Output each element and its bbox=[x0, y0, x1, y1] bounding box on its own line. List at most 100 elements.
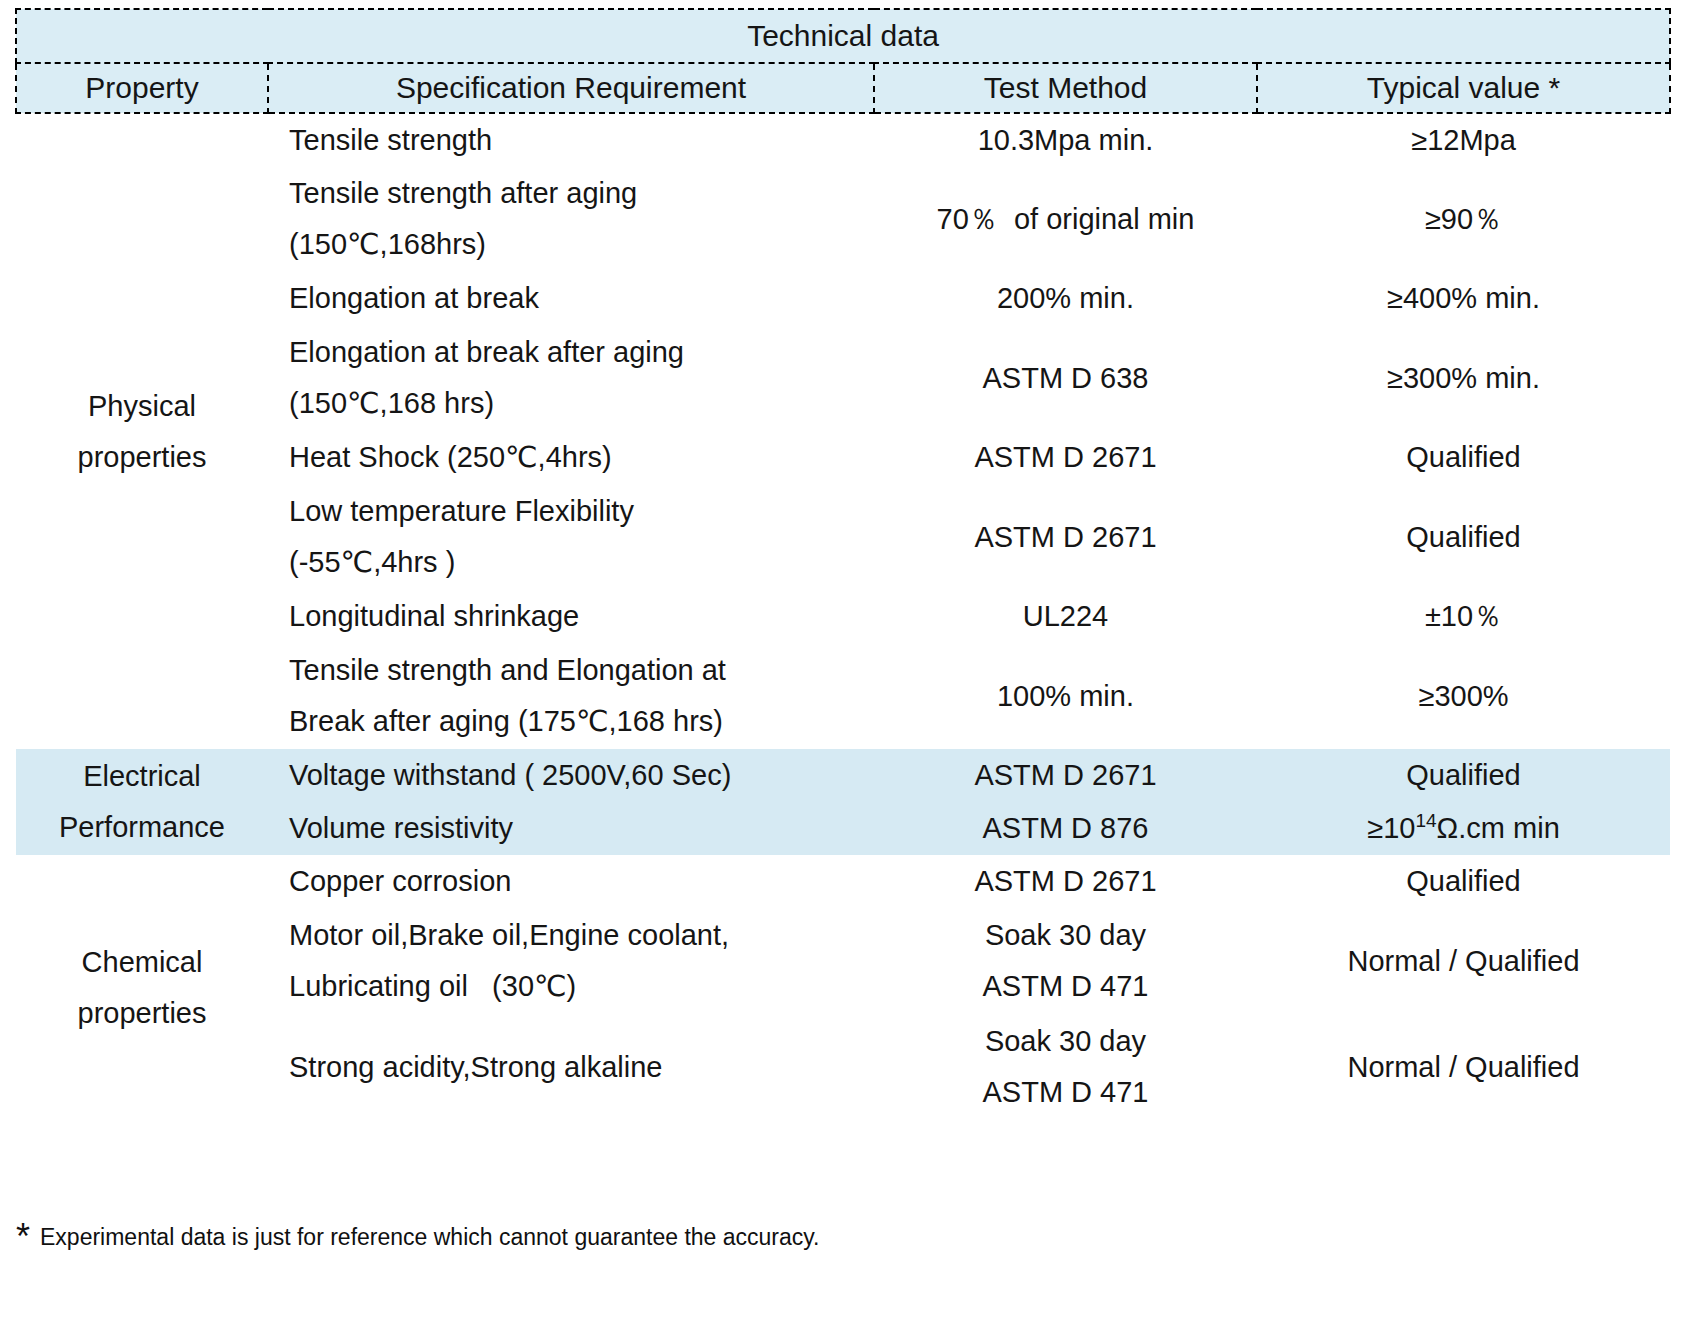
spec-text: Heat Shock (250℃,4hrs) bbox=[289, 432, 874, 483]
value-text: Qualified bbox=[1257, 512, 1670, 563]
value-text: ≥300% bbox=[1257, 671, 1670, 722]
spec-text: Tensile strength after aging bbox=[289, 168, 874, 219]
col-header-typical-value: Typical value * bbox=[1257, 63, 1670, 113]
method-text: ASTM D 2671 bbox=[874, 750, 1257, 801]
spec-cell: Tensile strength after aging (150℃,168hr… bbox=[268, 166, 874, 272]
superscript-exponent: 14 bbox=[1415, 810, 1436, 831]
method-text: UL224 bbox=[874, 591, 1257, 642]
table-title-row: Technical data bbox=[16, 9, 1670, 63]
property-group-electrical: Electrical Performance bbox=[16, 749, 268, 855]
value-text: ≥400% min. bbox=[1257, 273, 1670, 324]
spec-text: Strong acidity,Strong alkaline bbox=[289, 1042, 874, 1093]
property-group-physical: Physical properties bbox=[16, 113, 268, 749]
spec-cell: Elongation at break after aging (150℃,16… bbox=[268, 325, 874, 431]
method-text: ASTM D 638 bbox=[874, 353, 1257, 404]
spec-cell: Tensile strength and Elongation at Break… bbox=[268, 643, 874, 749]
method-cell: UL224 bbox=[874, 590, 1257, 643]
spec-cell: Motor oil,Brake oil,Engine coolant, Lubr… bbox=[268, 908, 874, 1014]
spec-text: Voltage withstand ( 2500V,60 Sec) bbox=[289, 750, 874, 801]
method-text: ASTM D 2671 bbox=[874, 432, 1257, 483]
spec-text: (150℃,168 hrs) bbox=[289, 378, 874, 429]
table-row: Chemical properties Copper corrosion AST… bbox=[16, 855, 1670, 908]
group-label-line: Chemical bbox=[16, 937, 268, 988]
method-cell: 200% min. bbox=[874, 272, 1257, 325]
property-group-chemical: Chemical properties bbox=[16, 855, 268, 1120]
value-text: Qualified bbox=[1257, 750, 1670, 801]
value-cell: Qualified bbox=[1257, 855, 1670, 908]
spec-text: Tensile strength and Elongation at bbox=[289, 645, 874, 696]
group-label-line: Electrical bbox=[16, 751, 268, 802]
value-cell: Qualified bbox=[1257, 749, 1670, 802]
method-cell: ASTM D 2671 bbox=[874, 749, 1257, 802]
method-cell: Soak 30 day ASTM D 471 bbox=[874, 1014, 1257, 1120]
col-header-test-method: Test Method bbox=[874, 63, 1257, 113]
group-label-line: Performance bbox=[16, 802, 268, 853]
asterisk-marker: * bbox=[16, 1216, 30, 1257]
value-text: Normal / Qualified bbox=[1257, 936, 1670, 987]
value-cell: Qualified bbox=[1257, 431, 1670, 484]
method-text: 200% min. bbox=[874, 273, 1257, 324]
footnote-text: Experimental data is just for reference … bbox=[40, 1224, 819, 1250]
value-cell: Normal / Qualified bbox=[1257, 908, 1670, 1014]
spec-text: (-55℃,4hrs ) bbox=[289, 537, 874, 588]
technical-data-table: Technical data Property Specification Re… bbox=[15, 8, 1671, 1120]
method-cell: 70％ of original min bbox=[874, 166, 1257, 272]
group-label-line: properties bbox=[16, 432, 268, 483]
value-cell: ≥12Mpa bbox=[1257, 113, 1670, 166]
spec-text: Motor oil,Brake oil,Engine coolant, bbox=[289, 910, 874, 961]
table-row: Physical properties Tensile strength 10.… bbox=[16, 113, 1670, 166]
spec-cell: Elongation at break bbox=[268, 272, 874, 325]
value-text: ±10％ bbox=[1257, 591, 1670, 642]
value-cell: ±10％ bbox=[1257, 590, 1670, 643]
method-text: ASTM D 471 bbox=[874, 1067, 1257, 1118]
spec-cell: Strong acidity,Strong alkaline bbox=[268, 1014, 874, 1120]
spec-text: Elongation at break after aging bbox=[289, 327, 874, 378]
method-text: ASTM D 471 bbox=[874, 961, 1257, 1012]
method-cell: ASTM D 638 bbox=[874, 325, 1257, 431]
spec-cell: Volume resistivity bbox=[268, 802, 874, 855]
spec-text: Longitudinal shrinkage bbox=[289, 591, 874, 642]
method-cell: Soak 30 day ASTM D 471 bbox=[874, 908, 1257, 1014]
spec-cell: Heat Shock (250℃,4hrs) bbox=[268, 431, 874, 484]
table-header-row: Property Specification Requirement Test … bbox=[16, 63, 1670, 113]
method-text: ASTM D 876 bbox=[874, 803, 1257, 854]
value-cell: ≥1014Ω.cm min bbox=[1257, 802, 1670, 855]
value-text: ≥90％ bbox=[1257, 194, 1670, 245]
method-cell: ASTM D 876 bbox=[874, 802, 1257, 855]
spec-cell: Copper corrosion bbox=[268, 855, 874, 908]
table-title: Technical data bbox=[16, 9, 1670, 63]
table-row-electrical: Electrical Performance Voltage withstand… bbox=[16, 749, 1670, 802]
col-header-property: Property bbox=[16, 63, 268, 113]
footnote: * Experimental data is just for reference… bbox=[16, 1216, 1689, 1258]
spec-cell: Low temperature Flexibility (-55℃,4hrs ) bbox=[268, 484, 874, 590]
spec-text: Break after aging (175℃,168 hrs) bbox=[289, 696, 874, 747]
method-cell: 10.3Mpa min. bbox=[874, 113, 1257, 166]
method-text: 100% min. bbox=[874, 671, 1257, 722]
value-text: ≥12Mpa bbox=[1257, 115, 1670, 166]
spec-cell: Tensile strength bbox=[268, 113, 874, 166]
method-cell: 100% min. bbox=[874, 643, 1257, 749]
value-cell: ≥300% min. bbox=[1257, 325, 1670, 431]
group-label-line: Physical bbox=[16, 381, 268, 432]
method-text: ASTM D 2671 bbox=[874, 856, 1257, 907]
method-cell: ASTM D 2671 bbox=[874, 484, 1257, 590]
method-cell: ASTM D 2671 bbox=[874, 855, 1257, 908]
spec-text: (150℃,168hrs) bbox=[289, 219, 874, 270]
spec-text: Lubricating oil (30℃) bbox=[289, 961, 874, 1012]
method-text: 70％ of original min bbox=[874, 194, 1257, 245]
value-cell: Normal / Qualified bbox=[1257, 1014, 1670, 1120]
spec-text: Tensile strength bbox=[289, 115, 874, 166]
group-label-line: properties bbox=[16, 988, 268, 1039]
value-text: Normal / Qualified bbox=[1257, 1042, 1670, 1093]
method-text: Soak 30 day bbox=[874, 1016, 1257, 1067]
col-header-specification: Specification Requirement bbox=[268, 63, 874, 113]
datasheet-page: Technical data Property Specification Re… bbox=[0, 8, 1689, 1340]
value-cell: ≥400% min. bbox=[1257, 272, 1670, 325]
value-cell: ≥300% bbox=[1257, 643, 1670, 749]
spec-text: Elongation at break bbox=[289, 273, 874, 324]
value-text: Qualified bbox=[1257, 432, 1670, 483]
value-cell: ≥90％ bbox=[1257, 166, 1670, 272]
method-text: Soak 30 day bbox=[874, 910, 1257, 961]
value-cell: Qualified bbox=[1257, 484, 1670, 590]
value-text: Qualified bbox=[1257, 856, 1670, 907]
